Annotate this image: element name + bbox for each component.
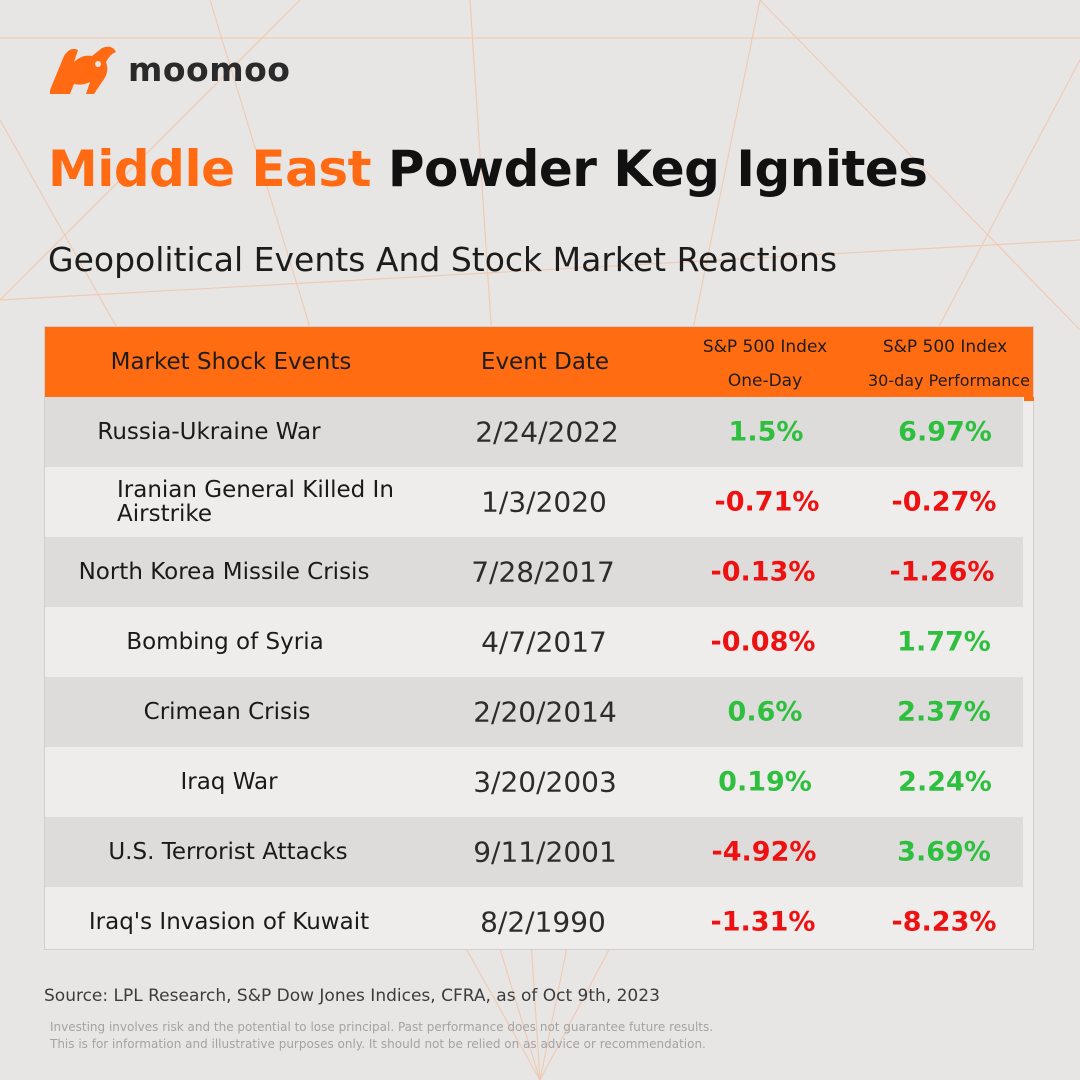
brand-logo: moomoo [46,42,290,96]
disclaimer-line-1: Investing involves risk and the potentia… [50,1020,714,1034]
event-name: U.S. Terrorist Attacks [108,839,348,865]
one-day-change: -4.92% [711,836,817,868]
one-day-change: -0.08% [710,626,816,658]
table-header: Market Shock Events Event Date S&P 500 I… [45,327,1033,397]
thirty-day-change: -8.23% [891,906,997,938]
event-date: 4/7/2017 [481,625,607,659]
event-name: Crimean Crisis [143,699,311,725]
table-row: Russia-Ukraine War 2/24/2022 1.5% 6.97% [45,397,1023,467]
events-table: Market Shock Events Event Date S&P 500 I… [44,326,1034,950]
event-date: 9/11/2001 [473,835,617,869]
table-row: North Korea Missile Crisis 7/28/2017 -0.… [45,537,1023,607]
header-tab-accent [1024,397,1034,401]
event-date: 7/28/2017 [471,555,615,589]
one-day-change: -0.13% [710,556,816,588]
table-row: Iraq War 3/20/2003 0.19% 2.24% [45,747,1023,817]
disclaimer-line-2: This is for information and illustrative… [50,1037,706,1051]
event-date: 2/24/2022 [475,415,619,449]
event-name: Iraq's Invasion of Kuwait [88,909,370,935]
header-one-day-line2: One-Day [727,371,803,391]
header-thirty-day-line1: S&P 500 Index [882,337,1008,357]
moomoo-bull-icon [50,46,116,94]
header-one-day-line1: S&P 500 Index [702,337,828,357]
thirty-day-change: 2.37% [897,696,991,728]
one-day-change: 1.5% [728,416,804,448]
one-day-change: 0.6% [727,696,803,728]
thirty-day-change: -1.26% [889,556,995,588]
title-accent: Middle East [48,140,372,198]
one-day-change: 0.19% [718,766,812,798]
event-name: North Korea Missile Crisis [78,559,370,585]
table-row: Iraq's Invasion of Kuwait 8/2/1990 -1.31… [45,887,1023,957]
event-date: 8/2/1990 [480,905,606,939]
event-name: Iraq War [180,769,278,795]
thirty-day-change: -0.27% [891,486,997,518]
event-name: Bombing of Syria [126,629,324,655]
brand-name: moomoo [128,49,291,89]
event-name: Russia-Ukraine War [97,419,321,445]
source-note: Source: LPL Research, S&P Dow Jones Indi… [44,986,660,1006]
event-date: 1/3/2020 [481,485,607,519]
event-name: Iranian General Killed In Airstrike [117,477,394,527]
table-row: Bombing of Syria 4/7/2017 -0.08% 1.77% [45,607,1023,677]
page-subtitle: Geopolitical Events And Stock Market Rea… [48,240,838,279]
thirty-day-change: 3.69% [897,836,991,868]
one-day-change: -1.31% [710,906,816,938]
thirty-day-change: 6.97% [898,416,992,448]
header-thirty-day-line2: 30-day Performance [867,371,1031,390]
table-row: Crimean Crisis 2/20/2014 0.6% 2.37% [45,677,1023,747]
header-date: Event Date [480,349,610,375]
thirty-day-change: 1.77% [897,626,991,658]
header-events: Market Shock Events [110,349,352,375]
one-day-change: -0.71% [714,486,820,518]
event-date: 3/20/2003 [473,765,617,799]
table-row: Iranian General Killed In Airstrike 1/3/… [45,467,1023,537]
page-title: Middle East Powder Keg Ignites [48,140,928,198]
event-date: 2/20/2014 [473,695,617,729]
table-row: U.S. Terrorist Attacks 9/11/2001 -4.92% … [45,817,1023,887]
thirty-day-change: 2.24% [898,766,992,798]
title-rest: Powder Keg Ignites [371,140,928,198]
